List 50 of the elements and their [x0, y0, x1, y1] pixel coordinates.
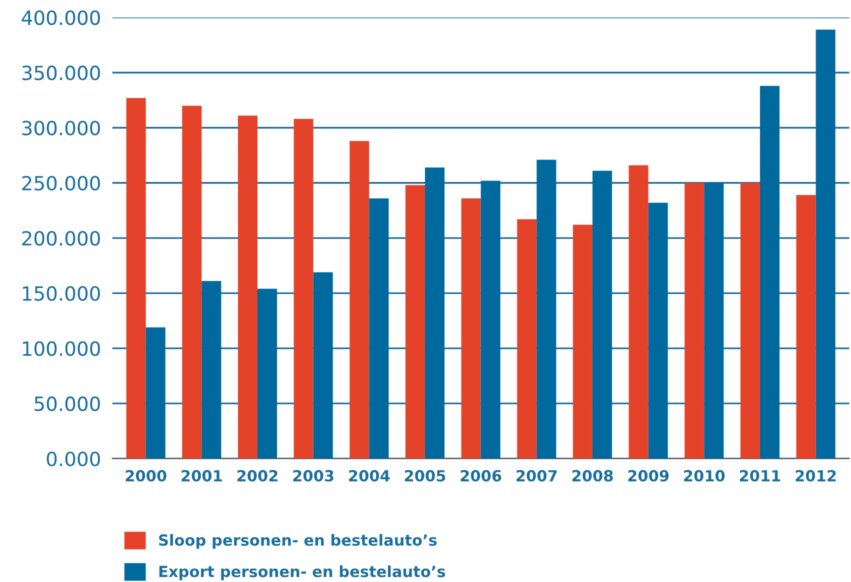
bar — [146, 327, 166, 459]
bar — [517, 219, 537, 459]
y-tick-label: 300.000 — [22, 120, 100, 136]
x-tick-label: 2004 — [349, 470, 390, 482]
x-tick-label: 2006 — [460, 470, 502, 482]
y-tick-label: 400.000 — [22, 10, 100, 26]
bar — [628, 165, 648, 459]
y-tick-label: 250.000 — [22, 176, 100, 191]
y-tick-label: 350.000 — [22, 66, 100, 80]
bar — [313, 272, 333, 459]
bar — [202, 281, 222, 459]
bar — [424, 167, 445, 459]
x-tick-label: 2000 — [126, 470, 166, 482]
x-tick-label: 2002 — [237, 470, 278, 482]
y-tick-label: 100.000 — [22, 341, 100, 356]
bar — [704, 182, 724, 459]
x-tick-label: 2008 — [572, 470, 613, 482]
x-tick-label: 2012 — [796, 470, 836, 482]
bar — [760, 86, 780, 459]
bar — [796, 195, 816, 459]
y-tick-label: 150.000 — [22, 286, 100, 301]
bar — [257, 288, 278, 459]
bar — [405, 185, 425, 459]
bar — [536, 160, 556, 459]
legend-label: Export personen- en bestelauto’s — [159, 565, 446, 580]
bar — [182, 106, 202, 459]
legend-label: Sloop personen- en bestelauto’s — [159, 534, 437, 549]
bar — [684, 182, 704, 459]
bar — [480, 180, 500, 459]
x-tick-label: 2011 — [740, 470, 780, 482]
x-tick-label: 2001 — [182, 470, 222, 482]
y-tick-label: 0.000 — [46, 452, 100, 466]
bar — [294, 118, 314, 459]
x-tick-label: 2003 — [293, 470, 334, 482]
bar — [350, 140, 370, 459]
bar — [592, 170, 612, 459]
x-tick-label: 2010 — [684, 470, 725, 482]
bar — [816, 30, 836, 459]
bar — [238, 116, 258, 459]
x-tick-label: 2009 — [628, 470, 669, 482]
x-tick-label: 2005 — [404, 470, 446, 482]
bar — [369, 198, 389, 459]
x-tick-label: 2007 — [516, 470, 557, 482]
bar — [126, 98, 146, 459]
bar — [461, 198, 481, 459]
bar — [572, 224, 592, 459]
bar — [648, 202, 668, 459]
y-tick-label: 50.000 — [34, 396, 100, 412]
y-tick-label: 200.000 — [22, 230, 100, 246]
bar — [740, 182, 760, 459]
